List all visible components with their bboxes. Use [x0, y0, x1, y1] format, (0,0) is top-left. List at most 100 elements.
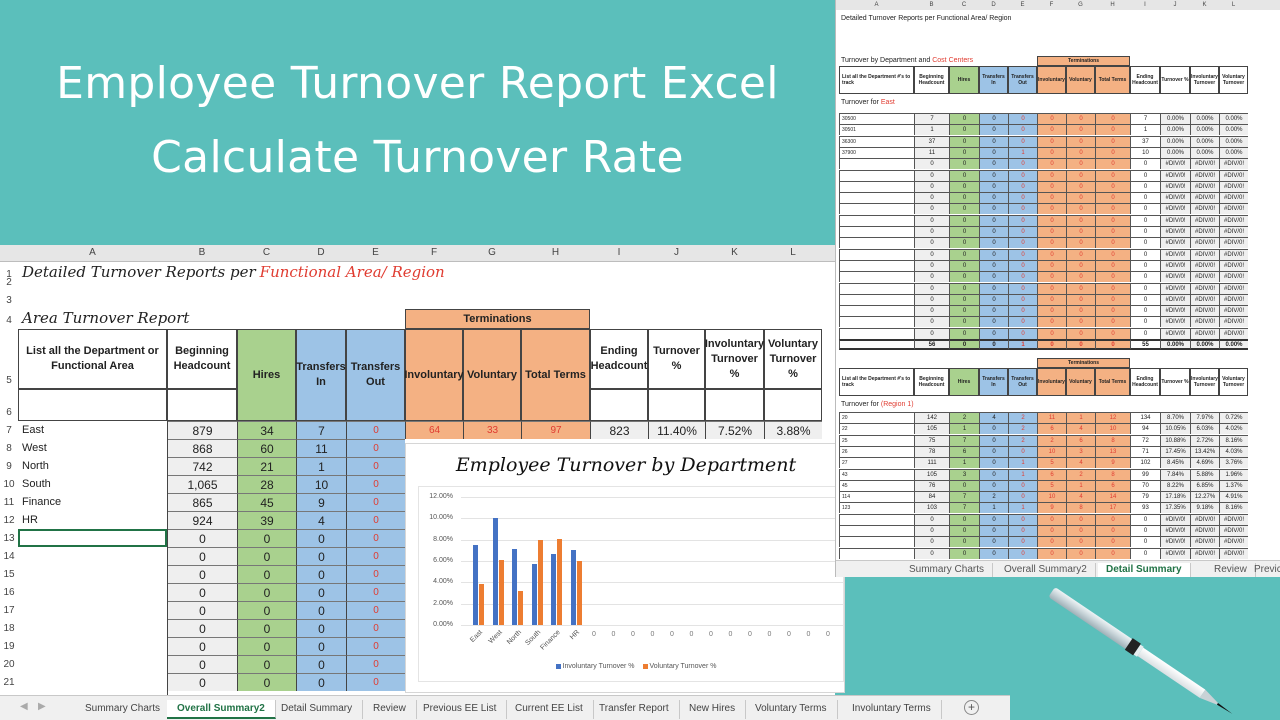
beginning-headcount-cell[interactable]: 0 — [167, 673, 237, 691]
transfers-in-cell[interactable]: 10 — [296, 475, 346, 493]
transfers-in-cell[interactable]: 0 — [296, 565, 346, 583]
column-header-f[interactable]: F — [430, 247, 438, 258]
turnover-chart[interactable]: Employee Turnover by Department 12.00% 10… — [405, 443, 845, 693]
department-cell[interactable] — [18, 601, 167, 619]
row-header-6[interactable]: 6 — [6, 407, 12, 418]
legend-label[interactable]: Voluntary Turnover % — [649, 663, 717, 670]
hires-cell[interactable]: 0 — [237, 547, 296, 565]
header-terminations[interactable]: Terminations — [405, 309, 590, 329]
row-header-4[interactable]: 4 — [6, 315, 12, 326]
department-cell[interactable] — [18, 637, 167, 655]
transfers-in-cell[interactable]: 0 — [296, 637, 346, 655]
header-voluntary[interactable]: Voluntary — [463, 329, 521, 421]
transfers-in-cell[interactable]: 4 — [296, 511, 346, 529]
beginning-headcount-cell[interactable]: 924 — [167, 511, 237, 529]
row-header-21[interactable]: 21 — [3, 677, 15, 688]
transfers-out-cell[interactable]: 0 — [346, 547, 405, 565]
beginning-headcount-cell[interactable]: 865 — [167, 493, 237, 511]
column-header-k[interactable]: K — [731, 247, 738, 258]
column-header-e[interactable]: E — [372, 247, 379, 258]
beginning-headcount-cell[interactable]: 0 — [167, 601, 237, 619]
add-sheet-button[interactable]: + — [964, 700, 979, 715]
row-header-1[interactable]: 1 — [6, 269, 12, 280]
column-header-h[interactable]: H — [551, 247, 560, 258]
sheet-title[interactable]: Detailed Turnover Reports per Functional… — [22, 263, 445, 281]
transfers-out-cell[interactable]: 0 — [346, 673, 405, 691]
department-cell[interactable] — [18, 619, 167, 637]
ending-headcount-cell[interactable]: 823 — [590, 421, 648, 439]
sheet-tab-current-ee-list[interactable]: Current EE List — [505, 700, 594, 719]
beginning-headcount-cell[interactable]: 0 — [167, 619, 237, 637]
header-turnover-pct[interactable]: Turnover % — [648, 329, 705, 389]
transfers-out-cell[interactable]: 0 — [346, 439, 405, 457]
involuntary-pct-cell[interactable]: 7.52% — [705, 421, 764, 439]
transfers-out-cell[interactable]: 0 — [346, 511, 405, 529]
transfers-out-cell[interactable]: 0 — [346, 619, 405, 637]
transfers-out-cell[interactable]: 0 — [346, 565, 405, 583]
row-header-5[interactable]: 5 — [6, 375, 12, 386]
bar-voluntary[interactable] — [576, 561, 582, 625]
sheet-tab-review[interactable]: Review — [363, 700, 417, 719]
transfers-in-cell[interactable]: 9 — [296, 493, 346, 511]
hires-cell[interactable]: 45 — [237, 493, 296, 511]
sheet-tab-previous-ee-list[interactable]: Previous EE List — [413, 700, 508, 719]
bar-involuntary[interactable] — [531, 564, 537, 625]
transfers-in-cell[interactable]: 1 — [296, 457, 346, 475]
header-total-terms[interactable]: Total Terms — [521, 329, 590, 421]
row-header-15[interactable]: 15 — [3, 569, 15, 580]
header-transfers-out[interactable]: Transfers Out — [346, 329, 405, 421]
header-involuntary-turnover-pct[interactable]: Involuntary Turnover % — [705, 329, 764, 389]
header-involuntary[interactable]: Involuntary — [404, 329, 464, 421]
row-header-16[interactable]: 16 — [3, 587, 15, 598]
header-ending-headcount[interactable]: Ending Headcount — [590, 329, 648, 389]
tab-scroll-right-icon[interactable]: ▶ — [38, 701, 46, 712]
column-header-b[interactable]: B — [198, 247, 206, 258]
transfers-in-cell[interactable]: 11 — [296, 439, 346, 457]
sheet-tab-summary-charts[interactable]: Summary Charts — [75, 700, 172, 719]
row-header-2[interactable]: 2 — [6, 277, 12, 288]
department-cell[interactable] — [18, 583, 167, 601]
row-header-3[interactable]: 3 — [6, 295, 12, 306]
beginning-headcount-cell[interactable]: 0 — [167, 637, 237, 655]
empty-cell[interactable] — [648, 389, 705, 421]
row-header-11[interactable]: 11 — [3, 497, 15, 508]
beginning-headcount-cell[interactable]: 0 — [167, 547, 237, 565]
header-hires[interactable]: Hires — [237, 329, 296, 421]
hires-cell[interactable]: 0 — [237, 619, 296, 637]
transfers-out-cell[interactable]: 0 — [346, 457, 405, 475]
column-header-i[interactable]: I — [617, 247, 621, 258]
transfers-in-cell[interactable]: 7 — [296, 421, 346, 439]
total-terms-cell[interactable]: 97 — [521, 421, 590, 439]
department-cell[interactable] — [18, 547, 167, 565]
hires-cell[interactable]: 0 — [237, 655, 296, 673]
beginning-headcount-cell[interactable]: 0 — [167, 583, 237, 601]
bar-voluntary[interactable] — [498, 559, 504, 625]
department-cell[interactable]: West — [22, 442, 47, 454]
transfers-in-cell[interactable]: 0 — [296, 529, 346, 547]
sheet-tab-voluntary-terms[interactable]: Voluntary Terms — [745, 700, 838, 719]
header-department[interactable]: List all the Department or Functional Ar… — [18, 329, 167, 389]
department-cell[interactable]: South — [22, 478, 51, 490]
transfers-in-cell[interactable]: 0 — [296, 583, 346, 601]
empty-cell[interactable] — [705, 389, 764, 421]
row-header-18[interactable]: 18 — [3, 623, 15, 634]
turnover-pct-cell[interactable]: 11.40% — [648, 421, 705, 439]
column-header-c[interactable]: C — [262, 247, 271, 258]
bar-voluntary[interactable] — [537, 539, 543, 625]
hires-cell[interactable]: 39 — [237, 511, 296, 529]
beginning-headcount-cell[interactable]: 868 — [167, 439, 237, 457]
voluntary-cell[interactable]: 33 — [463, 421, 521, 439]
section-title[interactable]: Area Turnover Report — [22, 309, 190, 327]
empty-cell[interactable] — [764, 389, 822, 421]
department-cell[interactable] — [18, 565, 167, 583]
beginning-headcount-cell[interactable]: 0 — [167, 565, 237, 583]
hires-cell[interactable]: 21 — [237, 457, 296, 475]
bar-involuntary[interactable] — [570, 550, 576, 625]
beginning-headcount-cell[interactable]: 0 — [167, 529, 237, 547]
transfers-out-cell[interactable]: 0 — [346, 475, 405, 493]
row-header-8[interactable]: 8 — [6, 443, 12, 454]
department-cell[interactable] — [18, 673, 167, 691]
selected-cell[interactable] — [18, 529, 167, 547]
sheet-tab-transfer-report[interactable]: Transfer Report — [589, 700, 680, 719]
row-header-17[interactable]: 17 — [3, 605, 15, 616]
